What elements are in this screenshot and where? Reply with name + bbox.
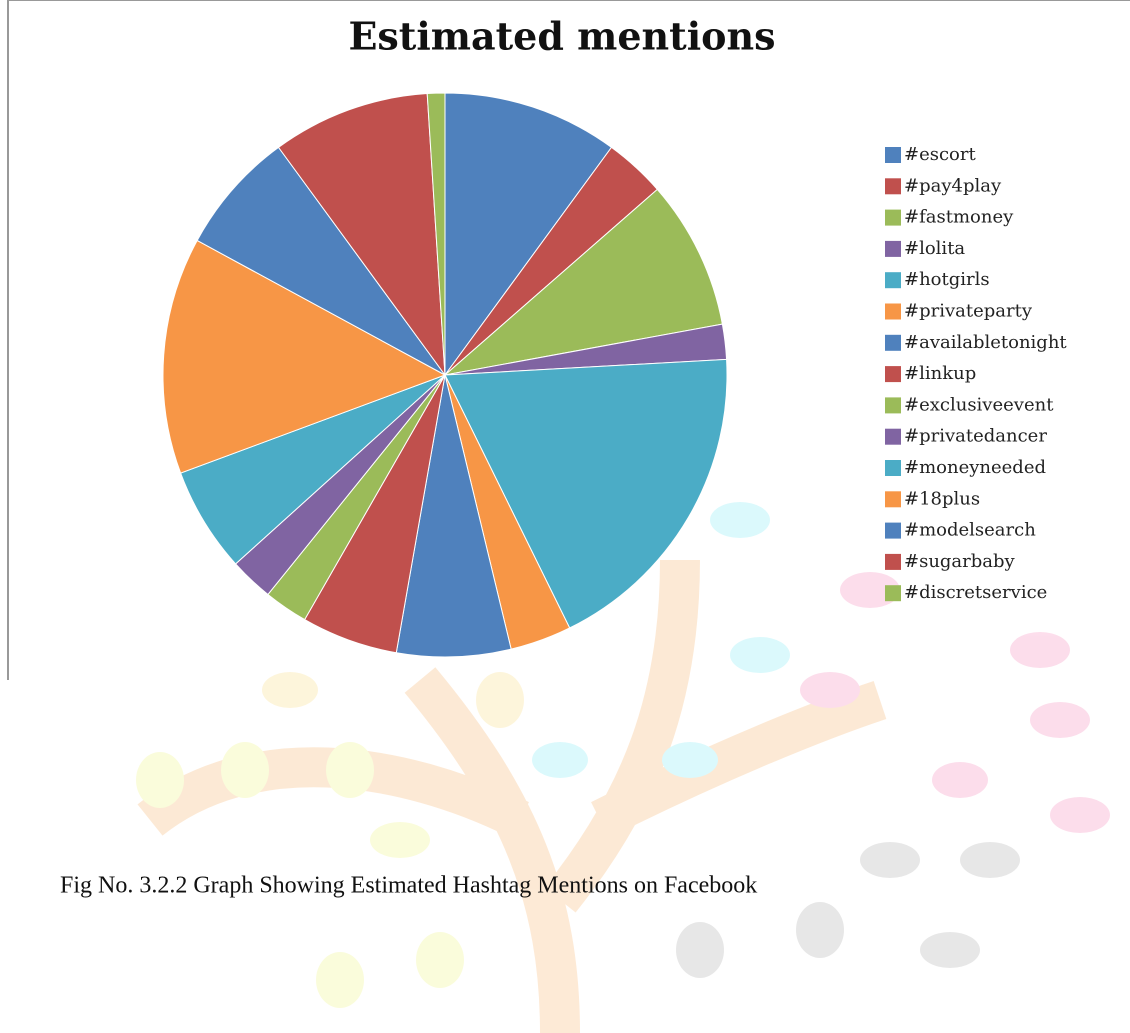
legend-label: #modelsearch — [904, 520, 1036, 541]
chart-title: Estimated mentions — [348, 14, 775, 59]
legend-label: #pay4play — [904, 175, 1002, 196]
page: Estimated mentions Fig No. 3.2.2 Graph S… — [0, 0, 1130, 1033]
legend-swatch — [885, 241, 901, 257]
caption: Fig No. 3.2.2 Graph Showing Estimated Ha… — [60, 873, 757, 899]
legend-swatch — [885, 304, 901, 320]
legend-label: #fastmoney — [904, 207, 1014, 228]
legend-swatch — [885, 147, 901, 163]
legend-label: #hotgirls — [904, 269, 990, 290]
legend-swatch — [885, 460, 901, 476]
legend-swatch — [885, 491, 901, 507]
legend-swatch — [885, 397, 901, 413]
legend-label: #18plus — [904, 488, 980, 509]
legend-swatch — [885, 178, 901, 194]
legend-swatch — [885, 366, 901, 382]
legend-swatch — [885, 210, 901, 226]
legend-label: #moneyneeded — [904, 457, 1046, 478]
legend-swatch — [885, 429, 901, 445]
legend-label: #sugarbaby — [904, 551, 1016, 572]
legend-label: #privateparty — [904, 301, 1033, 322]
legend-label: #exclusiveevent — [904, 394, 1054, 415]
legend-label: #availabletonight — [904, 332, 1067, 353]
legend-label: #lolita — [904, 238, 965, 259]
legend-label: #escort — [904, 144, 976, 165]
chart: Estimated mentions Fig No. 3.2.2 Graph S… — [0, 0, 1130, 1033]
legend-label: #discretservice — [904, 582, 1047, 603]
legend-label: #linkup — [904, 363, 976, 384]
legend-swatch — [885, 272, 901, 288]
legend-swatch — [885, 554, 901, 570]
legend-label: #privatedancer — [904, 426, 1047, 447]
legend-swatch — [885, 523, 901, 539]
legend-swatch — [885, 585, 901, 601]
legend-swatch — [885, 335, 901, 351]
